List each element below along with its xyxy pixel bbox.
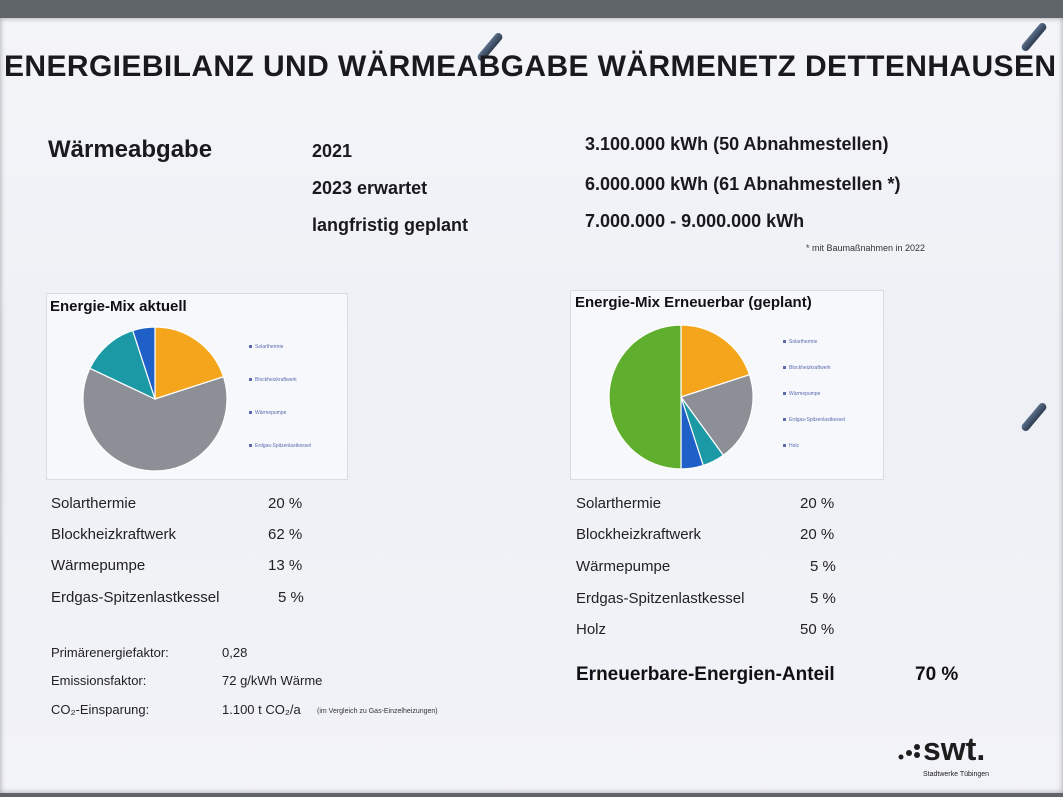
row-value: 7.000.000 - 9.000.000 kWh bbox=[585, 211, 805, 231]
legend-item: Holz bbox=[783, 443, 799, 449]
fact-value: 1.100 t CO₂/a bbox=[222, 702, 301, 717]
logo-dots-icon bbox=[898, 744, 920, 760]
legend-item: Blockheizkraftwerk bbox=[249, 377, 297, 383]
pie-slice-solarthermie bbox=[154, 326, 225, 400]
mix-value: 5 % bbox=[278, 589, 304, 606]
mix-label: Holz bbox=[576, 621, 607, 638]
row-label: 2021 bbox=[312, 141, 353, 161]
legend-item: Solarthermie bbox=[783, 339, 817, 345]
legend-item: Erdgas-Spitzenlastkessel bbox=[783, 417, 845, 423]
pie-slice-holz bbox=[608, 324, 682, 470]
legend-item: Solarthermie bbox=[249, 344, 283, 350]
pie-slice-blockheizkraftwerk bbox=[82, 367, 228, 472]
row-value: 3.100.000 kWh (50 Abnahmestellen) bbox=[585, 134, 889, 154]
pie-slice-blockheizkraftwerk bbox=[680, 373, 754, 457]
mix-label: Blockheizkraftwerk bbox=[576, 526, 702, 543]
poster-title: ENERGIEBILANZ UND WÄRMEABGABE WÄRMENETZ … bbox=[4, 50, 1057, 83]
logo-text: swt. bbox=[923, 731, 986, 767]
fact-label: Primärenergiefaktor: bbox=[51, 645, 169, 660]
mix-label: Erdgas-Spitzenlastkessel bbox=[576, 590, 745, 607]
swt-logo: swt. Stadtwerke Tübingen bbox=[895, 731, 1015, 785]
chart-box-aktuell: Energie-Mix aktuell Solarthermie Blockhe… bbox=[46, 293, 348, 480]
renewable-share-label: Erneuerbare-Energien-Anteil bbox=[576, 664, 835, 685]
legend-item: Blockheizkraftwerk bbox=[783, 365, 831, 371]
legend-item: Wärmepumpe bbox=[783, 391, 820, 397]
mix-label: Erdgas-Spitzenlastkessel bbox=[51, 589, 220, 606]
mix-value: 20 % bbox=[800, 526, 835, 543]
mix-value: 20 % bbox=[800, 495, 835, 512]
mix-value: 50 % bbox=[800, 621, 835, 638]
mix-label: Wärmepumpe bbox=[51, 557, 146, 574]
fact-value: 72 g/kWh Wärme bbox=[222, 673, 323, 688]
pie-slice-solarthermie bbox=[680, 324, 751, 398]
mix-value: 5 % bbox=[810, 590, 836, 607]
pie-chart bbox=[82, 326, 228, 472]
chart-title: Energie-Mix Erneuerbar (geplant) bbox=[575, 294, 812, 311]
fact-label: Emissionsfaktor: bbox=[51, 673, 147, 688]
chart-box-geplant: Energie-Mix Erneuerbar (geplant) Solarth… bbox=[570, 290, 884, 480]
mix-label: Solarthermie bbox=[576, 495, 662, 512]
mix-label: Wärmepumpe bbox=[576, 558, 671, 575]
legend-item: Wärmepumpe bbox=[249, 410, 286, 416]
row-label: 2023 erwartet bbox=[312, 178, 428, 198]
mix-value: 5 % bbox=[810, 558, 836, 575]
fact-value: 0,28 bbox=[222, 645, 248, 660]
mix-value: 20 % bbox=[268, 495, 303, 512]
waermeabgabe-heading: Wärmeabgabe bbox=[48, 136, 213, 163]
legend-item: Erdgas-Spitzenlastkessel bbox=[249, 443, 311, 449]
renewable-share-value: 70 % bbox=[915, 664, 959, 685]
footnote: * mit Baumaßnahmen in 2022 bbox=[806, 243, 926, 253]
row-value: 6.000.000 kWh (61 Abnahmestellen *) bbox=[585, 174, 901, 194]
fact-note: (im Vergleich zu Gas-Einzelheizungen) bbox=[317, 708, 438, 715]
mix-label: Blockheizkraftwerk bbox=[51, 526, 177, 543]
fact-label: CO₂-Einsparung: bbox=[51, 702, 150, 717]
pie-slice-erdgas-spitzenlastkessel bbox=[131, 326, 156, 400]
pie-slice-w-rmepumpe bbox=[89, 329, 156, 401]
mix-label: Solarthermie bbox=[51, 495, 137, 512]
logo-subtitle: Stadtwerke Tübingen bbox=[923, 771, 990, 778]
mix-value: 13 % bbox=[268, 557, 303, 574]
pie-chart bbox=[608, 324, 754, 470]
mix-value: 62 % bbox=[268, 526, 303, 543]
chart-title: Energie-Mix aktuell bbox=[50, 298, 187, 315]
row-label: langfristig geplant bbox=[312, 215, 469, 235]
